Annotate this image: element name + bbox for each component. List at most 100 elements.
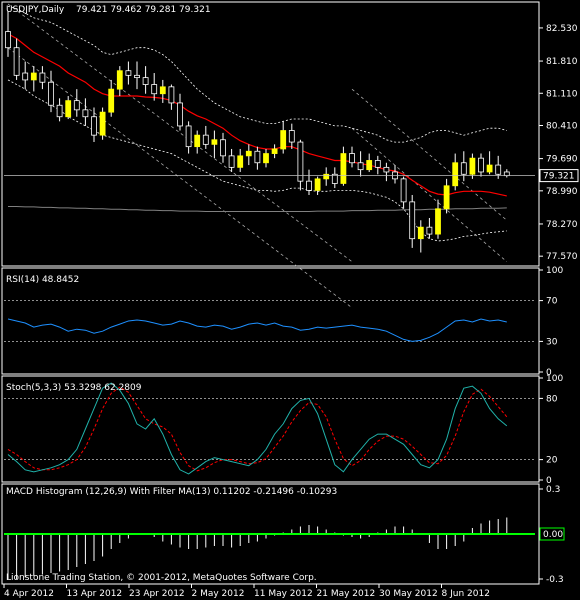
stoch-axis-label: 0 xyxy=(546,476,552,486)
macd-title: MACD Histogram (12,26,9) With Filter MA(… xyxy=(6,487,337,497)
price-axis-label: 81.110 xyxy=(546,89,578,99)
candle-body xyxy=(340,153,347,184)
candle-body xyxy=(297,141,304,182)
candle-body xyxy=(280,130,287,150)
date-axis-label: 8 Jun 2012 xyxy=(442,589,490,599)
candle-body xyxy=(271,148,278,154)
candle-body xyxy=(288,130,295,143)
candle-body xyxy=(30,72,37,81)
date-axis-label: 4 Apr 2012 xyxy=(4,589,54,599)
trend-channel-line xyxy=(351,127,508,263)
candle-body xyxy=(366,160,373,171)
date-axis-label: 2 May 2012 xyxy=(192,589,245,599)
price-pane-frame xyxy=(1,1,540,267)
candle-body xyxy=(5,31,11,49)
candle-body xyxy=(331,173,338,184)
macd-layer xyxy=(4,517,535,579)
candle-body xyxy=(22,72,29,81)
candle-body xyxy=(108,88,115,113)
candle-body xyxy=(503,171,510,177)
rsi-axis-label: 100 xyxy=(546,266,563,276)
stoch-pane-frame xyxy=(1,375,540,483)
macd-zero-label: 0.00 xyxy=(543,530,563,540)
rsi-axis-label: 0 xyxy=(546,368,552,378)
price-axis-label: 78.270 xyxy=(546,220,578,230)
candle-body xyxy=(452,162,459,187)
candle-body xyxy=(228,155,235,168)
candle-body xyxy=(349,153,355,164)
stoch-axis-label: 20 xyxy=(546,456,558,466)
candle-body xyxy=(168,86,175,104)
rsi-axis-label: 70 xyxy=(546,297,558,307)
rsi-pane-frame xyxy=(1,267,540,375)
candle-body xyxy=(495,164,502,175)
candle-body xyxy=(306,180,312,191)
candle-body xyxy=(142,77,149,85)
candle-body xyxy=(323,173,330,180)
candle-body xyxy=(99,111,106,136)
candle-body xyxy=(202,134,209,145)
macd-axis-label: -0.3 xyxy=(546,575,564,585)
candle-body xyxy=(151,84,158,95)
price-axis-label: 82.530 xyxy=(546,24,578,34)
date-axis-label: 11 May 2012 xyxy=(254,589,313,599)
candle-body xyxy=(469,157,476,175)
price-axis-label: 77.570 xyxy=(546,252,578,262)
candle-body xyxy=(82,109,89,118)
candle-body xyxy=(417,226,424,240)
candle-body xyxy=(185,125,192,148)
candle-body xyxy=(65,100,72,118)
price-axis-label: 78.990 xyxy=(546,187,578,197)
candle-body xyxy=(48,81,54,106)
rsi-line xyxy=(7,318,507,342)
candle-body xyxy=(435,208,441,235)
candle-body xyxy=(443,185,450,210)
candle-body xyxy=(56,104,63,118)
candle-body xyxy=(125,70,132,76)
stoch-axis-label: 80 xyxy=(546,394,558,404)
macd-axis-label: 0.3 xyxy=(546,485,560,495)
candle-body xyxy=(254,150,261,164)
axis-layer: 82.530 81.810 81.110 80.410 79.690 78.990 78.2… xyxy=(2,24,579,599)
stoch-axis-label: 100 xyxy=(546,374,563,384)
candle-body xyxy=(374,160,381,168)
candle-body xyxy=(73,100,80,111)
stoch-layer xyxy=(4,382,535,475)
price-axis-label: 79.690 xyxy=(546,155,578,165)
price-title: USDJPY,Daily xyxy=(6,5,65,15)
candle-body xyxy=(159,86,166,95)
candle-body xyxy=(357,162,364,171)
candle-body xyxy=(194,134,201,148)
candle-body xyxy=(177,102,183,127)
candle-body xyxy=(13,47,20,76)
candle-body xyxy=(39,72,46,83)
candle-body xyxy=(116,70,123,90)
price-axis-label: 81.810 xyxy=(546,57,578,67)
candle-body xyxy=(426,226,433,235)
date-axis-label: 23 Apr 2012 xyxy=(129,589,185,599)
candle-body xyxy=(211,139,218,145)
candle-body xyxy=(400,178,407,203)
ohlc-readout: 79.421 79.462 79.281 79.321 xyxy=(76,5,211,15)
long-ma-line xyxy=(8,206,507,212)
date-axis-label: 21 May 2012 xyxy=(317,589,376,599)
candle-body xyxy=(314,178,321,191)
price-layer xyxy=(4,3,535,309)
date-axis-label: 30 May 2012 xyxy=(379,589,438,599)
rsi-title: RSI(14) 48.8452 xyxy=(6,275,79,285)
date-axis-label: 13 Apr 2012 xyxy=(67,589,123,599)
candle-body xyxy=(383,166,390,173)
stoch-title: Stoch(5,3,3) 53.3298 62.2809 xyxy=(6,383,142,393)
candle-body xyxy=(409,201,416,240)
trend-channel-line xyxy=(351,88,508,221)
candle-body xyxy=(245,150,252,157)
macd-zero-tag xyxy=(539,527,565,541)
stoch-signal-line xyxy=(7,386,508,472)
copyright-text: Lionstone Trading Station, © 2001-2012, … xyxy=(6,573,317,583)
candle-body xyxy=(91,116,97,136)
candle-body xyxy=(460,162,467,175)
price-axis-label: 80.410 xyxy=(546,121,578,131)
candle-body xyxy=(237,155,244,168)
